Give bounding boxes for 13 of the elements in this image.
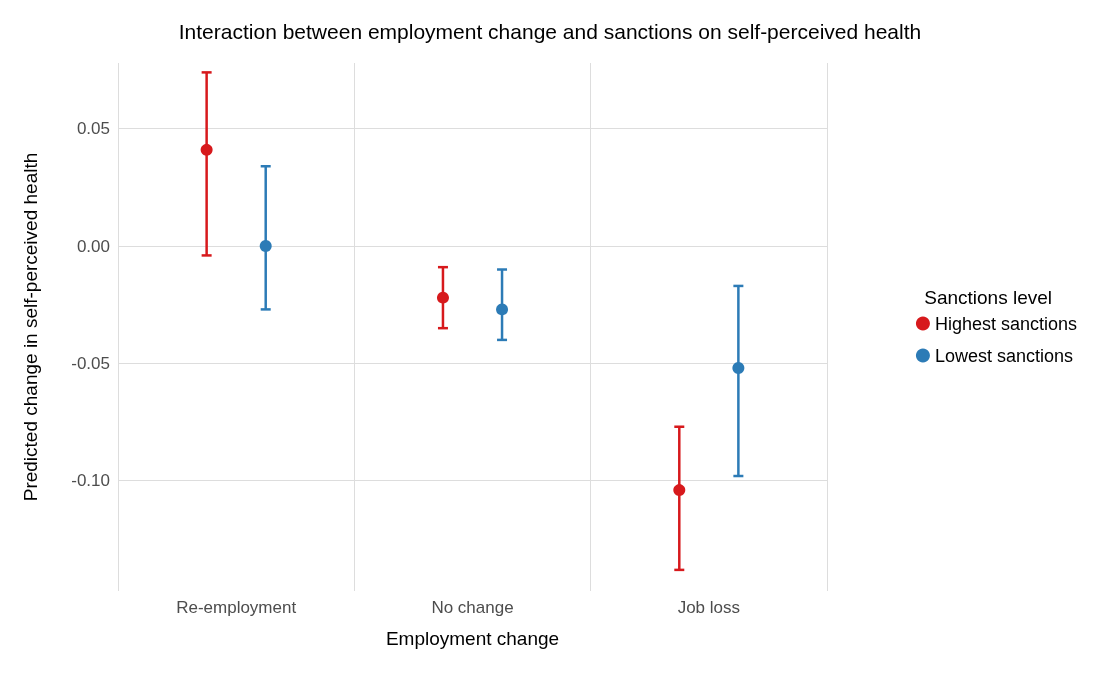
x-axis-title: Employment change (385, 628, 560, 649)
y-tick-label: 0.05 (76, 119, 110, 139)
legend-label: Highest sanctions (934, 313, 1077, 334)
legend-label: Lowest sanctions (934, 345, 1073, 366)
legend-title: Sanctions level (924, 287, 1052, 308)
y-axis-title: Predicted change in self-perceived health (20, 152, 41, 502)
y-tick-label: -0.10 (71, 471, 110, 491)
y-tick-label: -0.05 (71, 353, 110, 373)
chart-title: Interaction between employment change and sanctions on self-perceived health (178, 20, 922, 43)
x-tick-label: No change (431, 598, 514, 617)
y-tick-label: 0.00 (76, 236, 110, 256)
x-tick-label: Re-employment (176, 598, 297, 617)
x-tick-label: Job loss (677, 598, 741, 617)
